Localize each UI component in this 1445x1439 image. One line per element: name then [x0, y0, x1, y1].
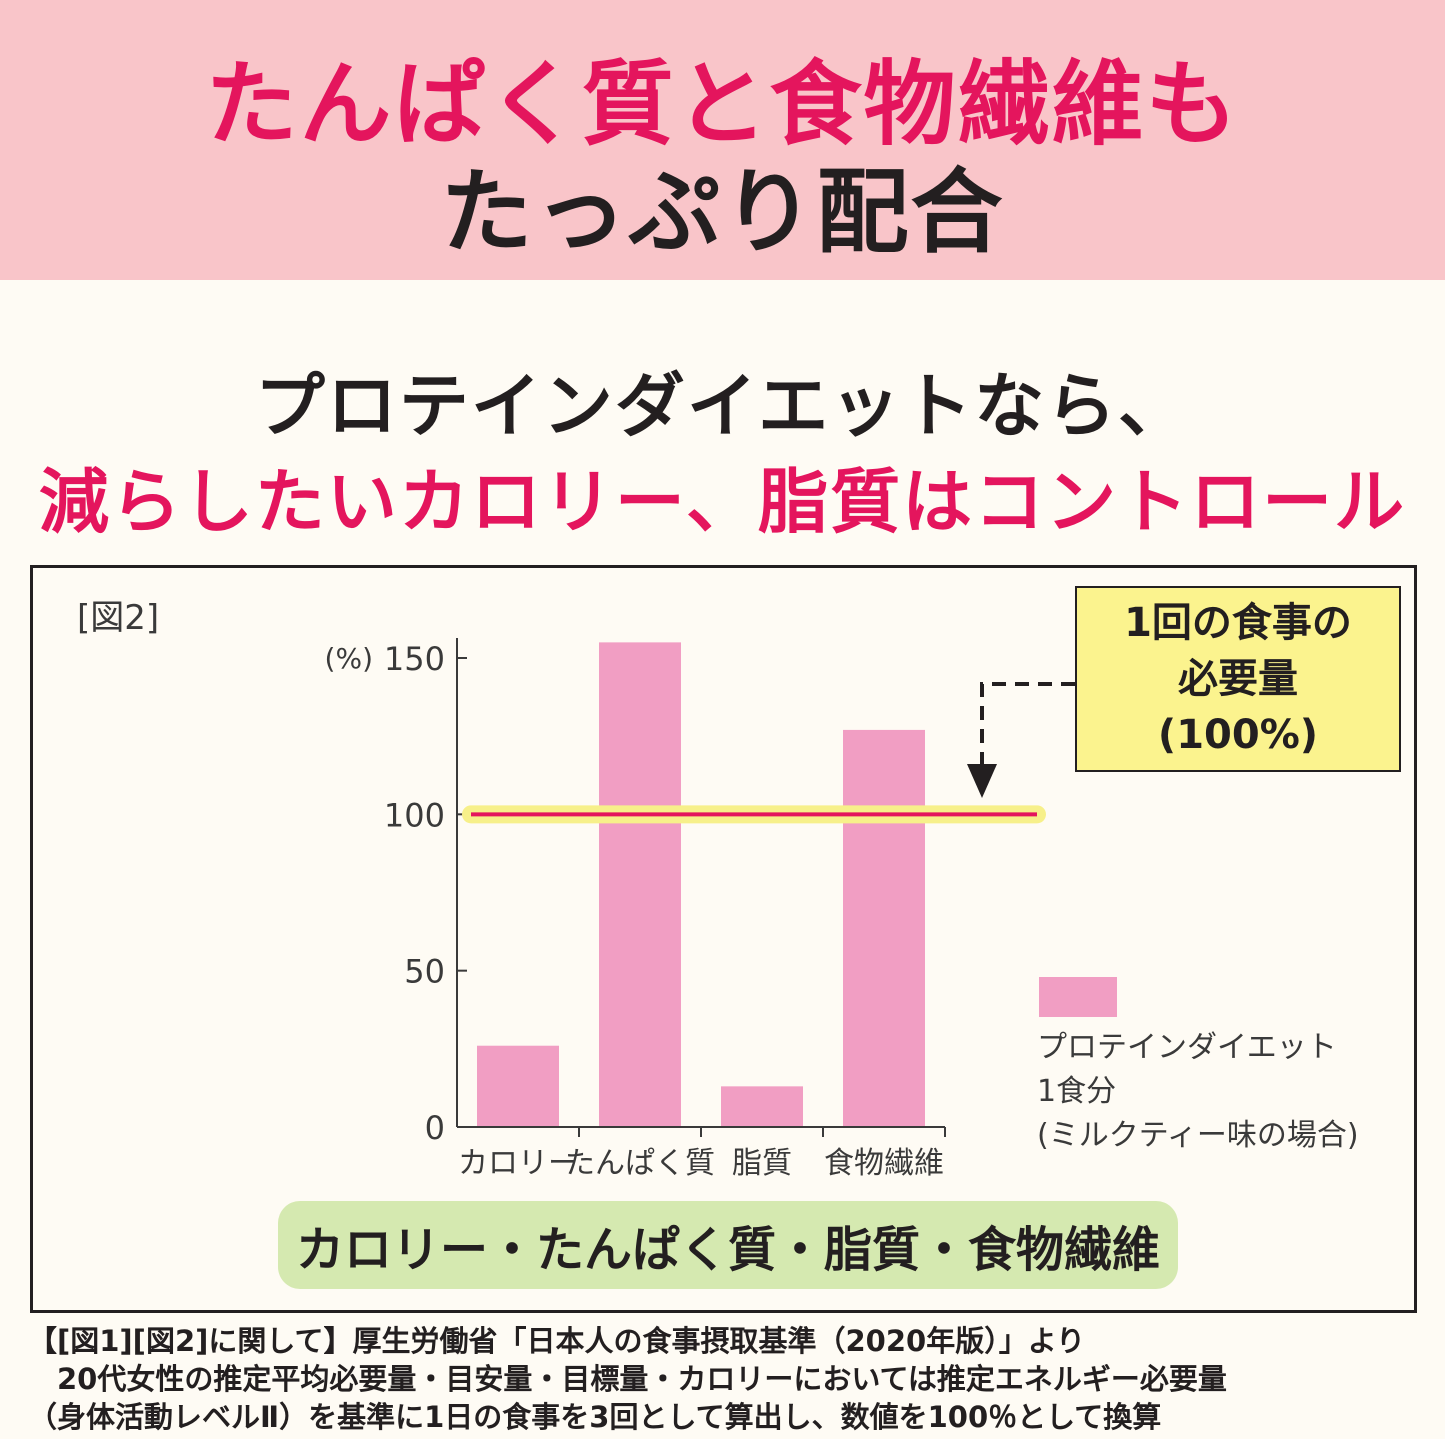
legend-line1: プロテインダイエット	[1037, 1030, 1337, 1065]
legend-swatch	[1039, 977, 1117, 1017]
subheading-line1: プロテインダイエットなら、	[254, 365, 1191, 447]
callout-line2: 必要量	[1178, 656, 1298, 702]
x-tick-label: 食物繊維	[824, 1146, 944, 1181]
y-tick-label: 0	[425, 1109, 445, 1147]
footnote-line2: 20代女性の推定平均必要量・目安量・目標量・カロリーにおいては推定エネルギー必要…	[28, 1362, 1227, 1396]
bar-2	[599, 642, 681, 1127]
headline-line2: たっぷり配合	[440, 159, 1005, 266]
headline-line1: たんぱく質と食物繊維も	[205, 51, 1240, 158]
figure-label: [図2]	[77, 598, 160, 638]
callout-connector	[980, 682, 1075, 764]
caption-pill: カロリー・たんぱく質・脂質・食物繊維	[278, 1201, 1178, 1289]
bar-4	[843, 729, 925, 1127]
x-tick-label: 脂質	[732, 1146, 792, 1181]
bar-3	[721, 1086, 803, 1127]
callout-line3: (100%)	[1157, 712, 1319, 758]
footnote: 【[図1][図2]に関して】厚生労働省「日本人の食事摂取基準（2020年版）」よ…	[28, 1322, 1227, 1436]
callout-box: 1回の食事の 必要量 (100%)	[1075, 586, 1401, 772]
x-tick-label: カロリー	[458, 1146, 578, 1181]
y-unit-label: (%)	[325, 642, 373, 675]
bar-1	[477, 1045, 559, 1127]
arrow-down-icon	[967, 764, 997, 798]
header-band	[0, 0, 1445, 280]
footnote-line3: （身体活動レベルⅡ）を基準に1日の食事を3回として算出し、数値を100％として換…	[28, 1400, 1162, 1434]
chart-box: カロリー たんぱく質 脂質 食物繊維 0 50 100 150 (%) [図2] 1回の食事の …	[30, 565, 1417, 1313]
legend-line2: 1食分	[1037, 1074, 1117, 1109]
legend-line3: (ミルクティー味の場合)	[1037, 1118, 1359, 1153]
y-tick-label: 150	[384, 640, 445, 678]
y-tick-label: 50	[404, 953, 445, 991]
y-tick-label: 100	[384, 796, 445, 834]
legend-text: プロテインダイエット 1食分 (ミルクティー味の場合)	[1037, 1026, 1359, 1158]
x-tick-label: たんぱく質	[565, 1146, 715, 1181]
callout-line1: 1回の食事の	[1124, 600, 1352, 646]
footnote-line1: 【[図1][図2]に関して】厚生労働省「日本人の食事摂取基準（2020年版）」よ…	[28, 1324, 1086, 1358]
subheading-line2: 減らしたいカロリー、脂質はコントロール	[38, 461, 1407, 543]
